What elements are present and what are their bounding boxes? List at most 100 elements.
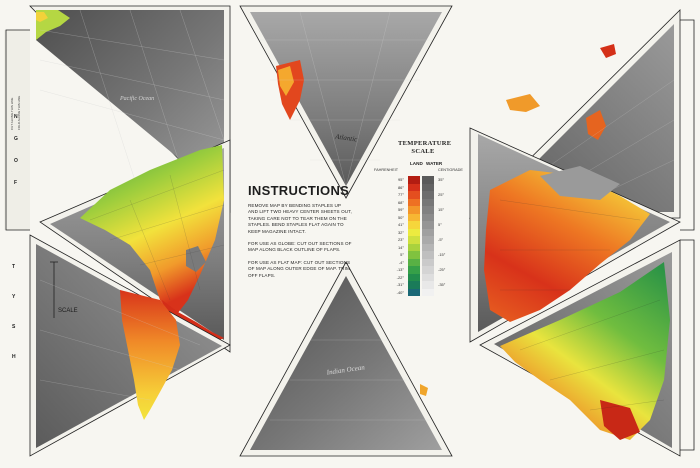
svg-text:H: H: [12, 354, 16, 360]
centigrade-tick: -5°: [438, 237, 444, 242]
water-color-swatch: [422, 266, 434, 274]
centigrade-tick: -35°: [438, 282, 446, 287]
fahrenheit-tick: 50°: [397, 214, 404, 220]
instructions-step-remove: Remove map by bending staples up and lif…: [248, 203, 352, 234]
central-america-land: [162, 300, 224, 342]
scale-water-label: WATER: [426, 161, 443, 166]
scale-water-column: [422, 176, 434, 296]
fahrenheit-tick: -22°: [396, 274, 404, 280]
water-color-swatch: [422, 213, 434, 221]
ocean-label-atlantic: Atlantic: [334, 132, 359, 143]
fahrenheit-tick: -40°: [396, 289, 404, 295]
scale-fahrenheit-label: FAHRENHEIT: [374, 168, 399, 172]
new-zealand-land: [586, 110, 606, 140]
australia-land: [506, 94, 540, 112]
water-color-swatch: [422, 258, 434, 266]
land-color-swatch: [408, 273, 420, 281]
fold-outlines: [5, 19, 695, 451]
triangle-europe-africa: [469, 127, 681, 343]
land-color-swatch: [408, 183, 420, 191]
fahrenheit-tick: 59°: [397, 207, 404, 212]
water-color-swatch: [422, 273, 434, 281]
centigrade-tick: [438, 289, 454, 297]
triangle-south-america: SCALE T Y S H: [12, 234, 231, 457]
centigrade-tick: [438, 214, 454, 222]
scale-centigrade-ticks: 35° 25° 15° 5° -5° -15° -25° -35°: [438, 176, 454, 296]
land-color-swatch: [408, 206, 420, 214]
land-color-swatch: [408, 281, 420, 289]
mediterranean-sea: [540, 166, 620, 200]
svg-text:F: F: [14, 180, 17, 186]
fahrenheit-tick: -13°: [396, 267, 404, 272]
triangle-bottom-center: Indian Ocean: [239, 261, 453, 457]
scale-centigrade-label: CENTIGRADE: [438, 168, 463, 172]
fahrenheit-tick: -4°: [398, 259, 404, 265]
water-color-swatch: [422, 281, 434, 289]
land-color-swatch: [408, 228, 420, 236]
fahrenheit-tick: 14°: [397, 244, 404, 250]
water-color-swatch: [422, 243, 434, 251]
land-color-swatch: [408, 236, 420, 244]
centigrade-tick: [438, 199, 454, 207]
water-color-swatch: [422, 288, 434, 296]
svg-text:G: G: [14, 136, 18, 142]
fahrenheit-tick: 95°: [397, 177, 404, 182]
scale-label: SCALE: [58, 308, 78, 314]
scale-fahrenheit-ticks: 95° 86° 77° 68° 59° 50° 41° 32° 23° 14° 5° -4° -13° -…: [388, 176, 404, 296]
water-color-swatch: [422, 221, 434, 229]
scale-land-column: [408, 176, 420, 296]
centigrade-tick: -15°: [438, 252, 446, 257]
scale-title-line1: TEMPERATURE: [398, 140, 452, 147]
water-color-swatch: [422, 251, 434, 259]
fahrenheit-tick: 32°: [397, 229, 404, 235]
centigrade-tick: 35°: [438, 177, 445, 182]
centigrade-tick: [438, 274, 454, 282]
instructions-title: INSTRUCTIONS: [248, 183, 350, 198]
svg-text:O: O: [14, 158, 18, 164]
land-color-swatch: [408, 176, 420, 184]
atlantic-ocean: [250, 12, 442, 186]
temperature-scale: TEMPERATURE SCALE LAND WATER FAHRENHEIT …: [374, 140, 466, 330]
water-color-swatch: [422, 198, 434, 206]
land-color-swatch: [408, 288, 420, 296]
land-color-swatch: [408, 198, 420, 206]
land-color-swatch: [408, 191, 420, 199]
scale-title: TEMPERATURE SCALE: [398, 140, 452, 156]
land-color-swatch: [408, 251, 420, 259]
centigrade-tick: [438, 229, 454, 237]
ocean-label-pacific: Pacific Ocean: [119, 95, 154, 102]
fahrenheit-tick: 68°: [397, 199, 404, 205]
water-color-swatch: [422, 176, 434, 184]
water-color-swatch: [422, 183, 434, 191]
scale-title-line2: SCALE: [411, 148, 435, 155]
indian-ocean: [250, 276, 442, 450]
strip-fold-label: FOLD ALONG THIS LINE: [17, 96, 21, 130]
fahrenheit-tick: -31°: [396, 282, 404, 287]
triangle-top-center: Atlantic: [239, 5, 453, 199]
fahrenheit-tick: 5°: [400, 252, 404, 257]
land-color-swatch: [408, 266, 420, 274]
strip-left: CUT ALONG THIS LINE FOLD ALONG THIS LINE…: [4, 30, 30, 230]
land-color-swatch: [408, 243, 420, 251]
centigrade-tick: [438, 244, 454, 252]
scale-land-label: LAND: [410, 161, 423, 166]
india-land: [600, 400, 640, 440]
north-america-land: [80, 145, 224, 318]
centigrade-tick: [438, 184, 454, 192]
triangle-north-america: [39, 139, 231, 353]
svg-text:S: S: [12, 324, 16, 330]
centigrade-tick: [438, 259, 454, 267]
land-color-swatch: [408, 213, 420, 221]
centigrade-tick: 5°: [438, 222, 442, 227]
svg-text:N: N: [14, 114, 18, 120]
water-color-swatch: [422, 236, 434, 244]
pacific-north-ocean: [36, 10, 224, 196]
fahrenheit-tick: 77°: [397, 192, 404, 197]
land-color-swatch: [408, 258, 420, 266]
instructions-step-flat: For use as flat map: cut out sections of…: [248, 259, 351, 278]
centigrade-tick: 25°: [438, 192, 445, 197]
fahrenheit-tick: 86°: [397, 184, 404, 190]
fahrenheit-tick: 23°: [397, 237, 404, 242]
water-color-swatch: [422, 191, 434, 199]
africa-europe-land: [484, 170, 650, 322]
